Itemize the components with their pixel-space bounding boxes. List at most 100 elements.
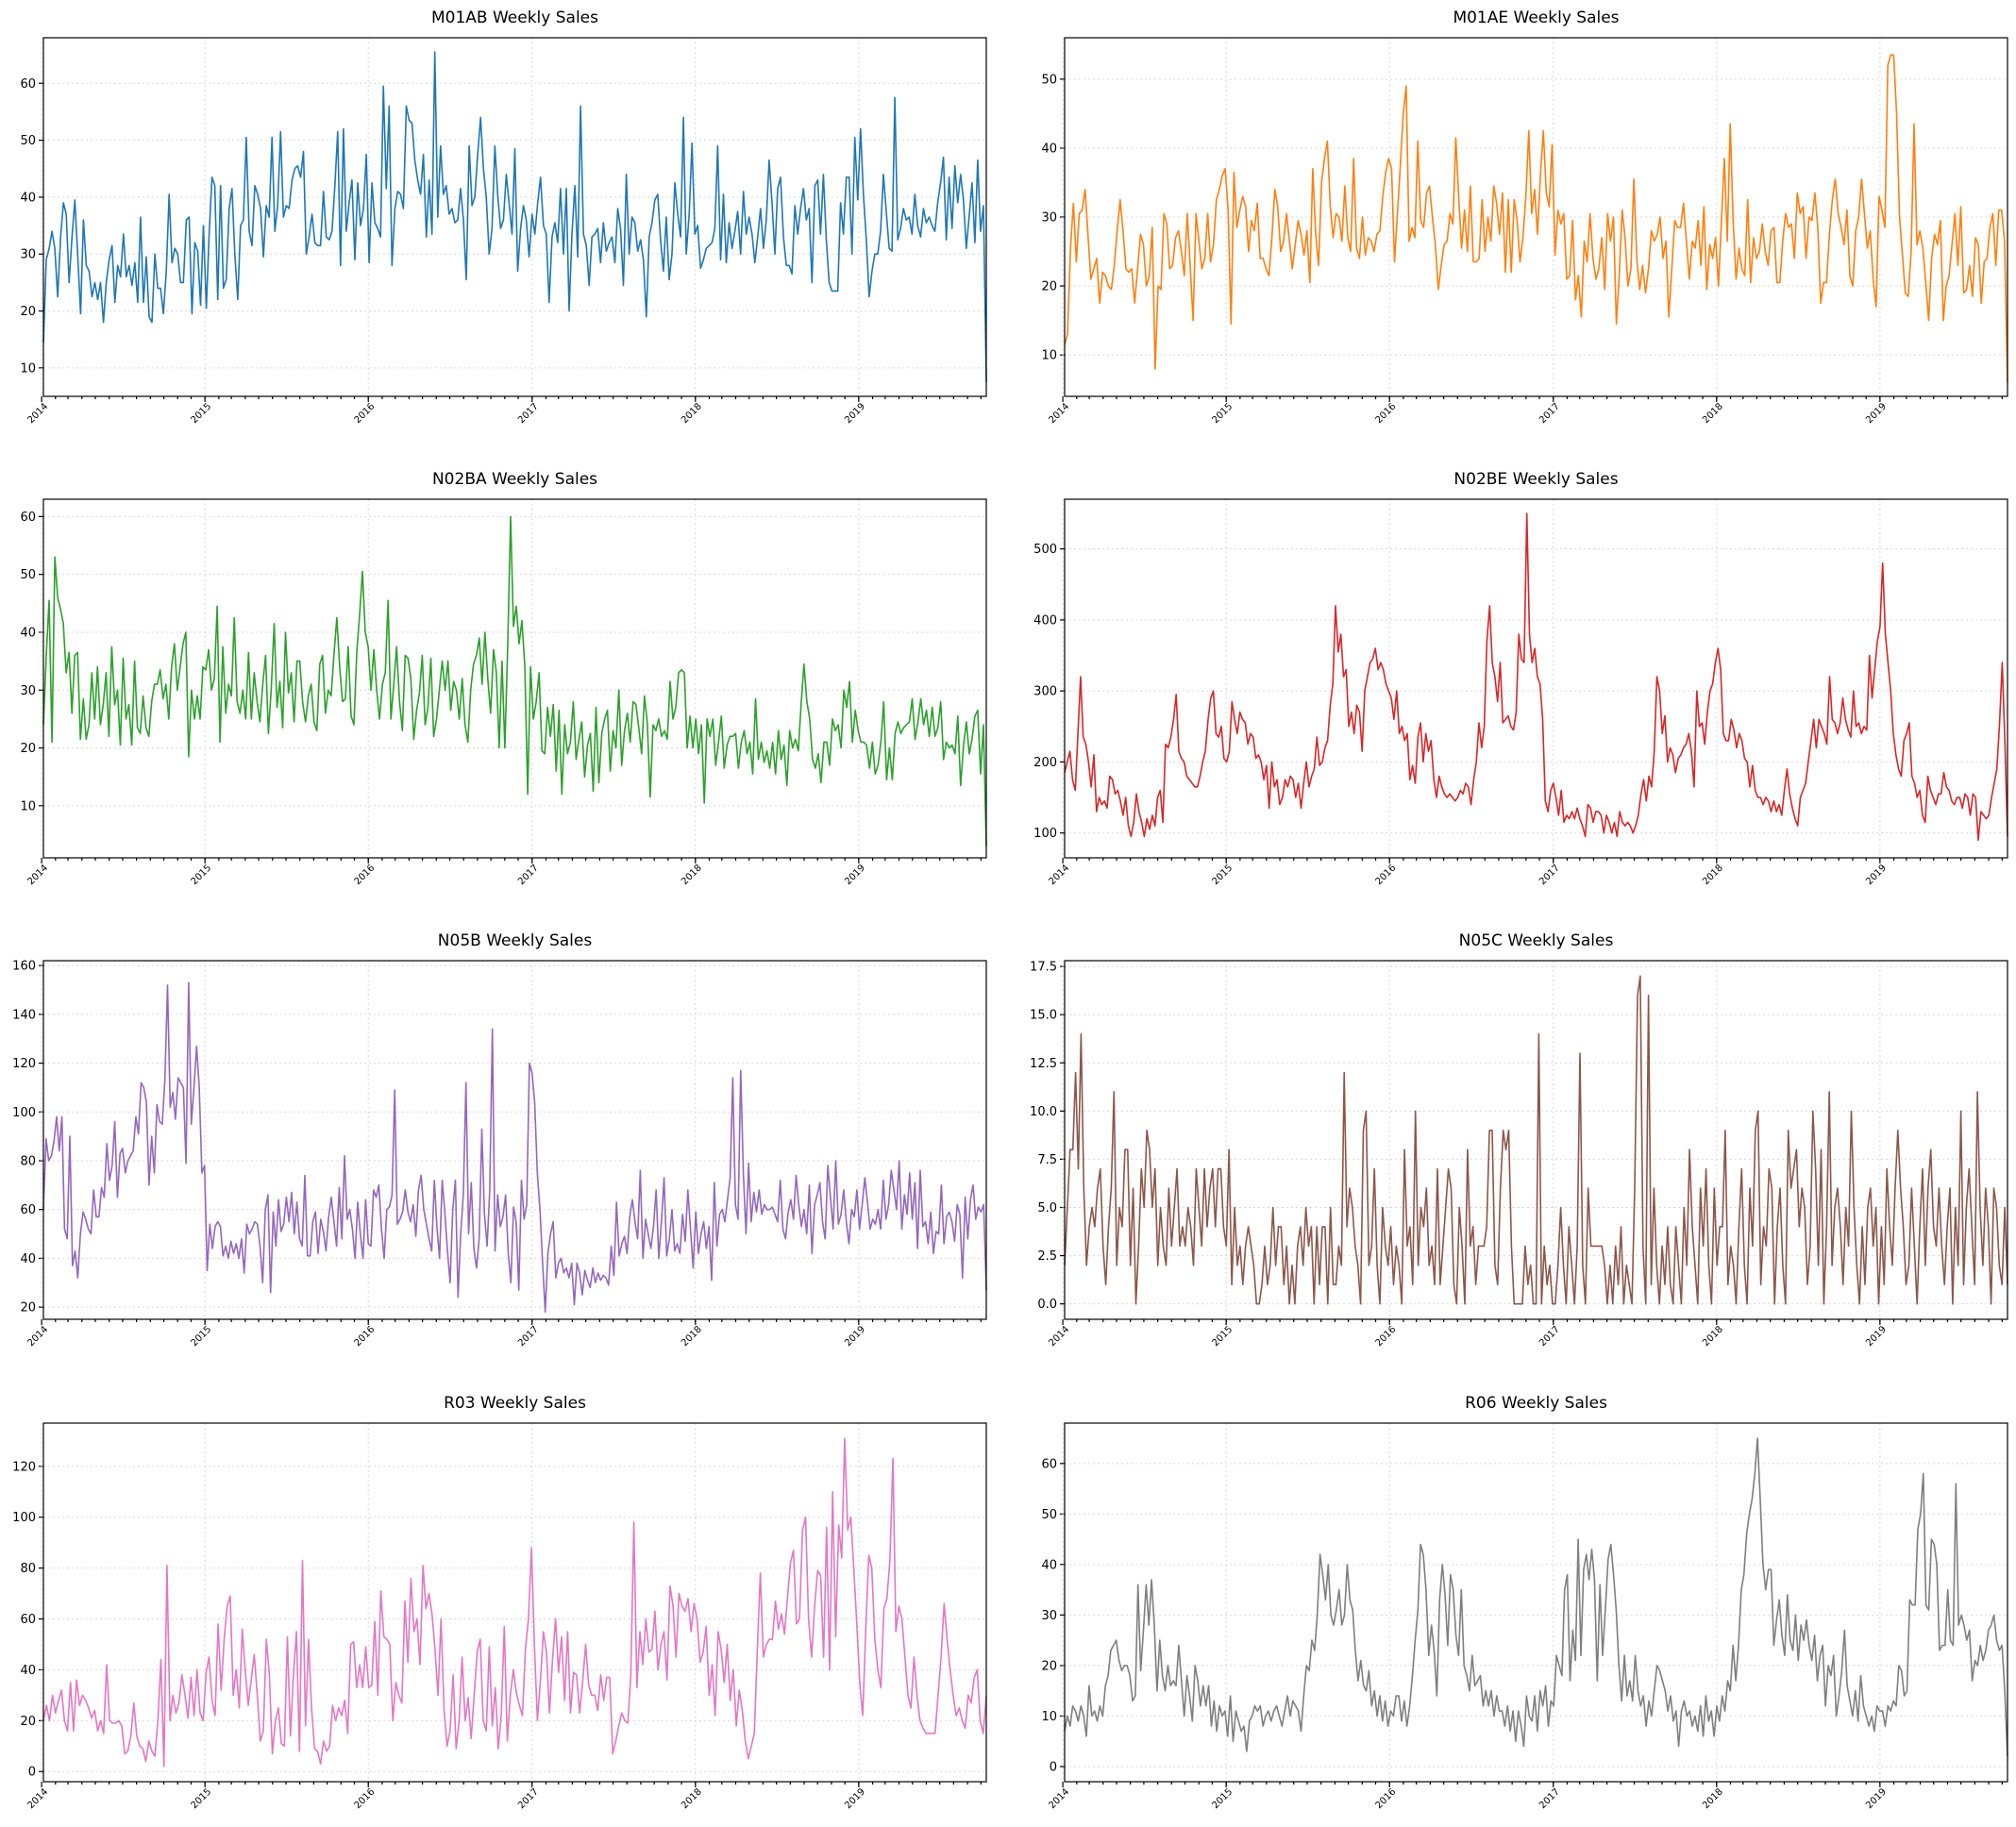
plot-frame bbox=[42, 1422, 987, 1783]
chart-panel-6: N05C Weekly Sales 0.0 2.5 5.0 7.5 10.0 12.5 15.… bbox=[1030, 931, 2008, 1349]
x-tick-label: 2014 bbox=[25, 1324, 50, 1349]
x-tick-label: 2016 bbox=[1374, 1786, 1399, 1811]
chart-title: M01AB Weekly Sales bbox=[431, 8, 598, 27]
y-tick-label: 30 bbox=[1041, 211, 1057, 226]
y-tick-label: 0.0 bbox=[1037, 1298, 1057, 1312]
y-tick-label: 400 bbox=[1033, 613, 1057, 628]
y-tick-label: 20 bbox=[1041, 1659, 1057, 1673]
chart-panel-1: M01AB Weekly Sales 10 20 30 40 50 60 2014 2015 20… bbox=[20, 8, 987, 426]
y-tick-label: 10 bbox=[1041, 349, 1057, 363]
plot-frame bbox=[1064, 1422, 2008, 1783]
x-tick-label: 2015 bbox=[1211, 1324, 1235, 1349]
plot-frame bbox=[1064, 37, 2008, 397]
x-tick-label: 2015 bbox=[190, 1786, 214, 1811]
y-tick-label: 17.5 bbox=[1030, 961, 1057, 975]
y-tick-label: 60 bbox=[20, 1203, 36, 1217]
plot-frame bbox=[42, 37, 987, 397]
x-tick-label: 2019 bbox=[1864, 1324, 1889, 1349]
x-tick-label: 2014 bbox=[25, 401, 50, 426]
plot-frame bbox=[42, 498, 987, 859]
y-tick-label: 200 bbox=[1033, 756, 1057, 770]
y-tick-label: 10 bbox=[1041, 1710, 1057, 1724]
series-line bbox=[42, 515, 987, 846]
y-tick-label: 300 bbox=[1033, 685, 1057, 699]
series-line bbox=[1064, 975, 2008, 1305]
chart-title: N02BA Weekly Sales bbox=[432, 470, 597, 489]
y-tick-label: 10.0 bbox=[1030, 1105, 1057, 1119]
x-tick-label: 2017 bbox=[516, 863, 541, 887]
x-tick-label: 2014 bbox=[25, 1786, 50, 1811]
y-tick-label: 50 bbox=[1041, 73, 1057, 87]
y-tick-label: 50 bbox=[20, 134, 36, 148]
x-tick-label: 2017 bbox=[516, 401, 541, 426]
x-tick-label: 2019 bbox=[1864, 863, 1889, 887]
x-tick-label: 2015 bbox=[190, 401, 214, 426]
chart-title: N05B Weekly Sales bbox=[438, 931, 593, 950]
chart-title: N05C Weekly Sales bbox=[1459, 931, 1614, 950]
x-tick-label: 2016 bbox=[1374, 401, 1399, 426]
x-tick-label: 2019 bbox=[1864, 1786, 1889, 1811]
y-tick-label: 30 bbox=[20, 248, 36, 262]
chart-title: N02BE Weekly Sales bbox=[1453, 470, 1618, 489]
series-line bbox=[1064, 512, 2008, 842]
y-tick-label: 40 bbox=[20, 626, 36, 640]
series-line bbox=[42, 981, 987, 1313]
x-tick-label: 2019 bbox=[843, 863, 867, 887]
y-tick-label: 10 bbox=[20, 361, 36, 376]
y-tick-label: 40 bbox=[20, 1252, 36, 1266]
x-tick-label: 2018 bbox=[680, 401, 704, 426]
chart-panel-7: R03 Weekly Sales 0 20 40 60 80 100 120 2014 2015 2… bbox=[12, 1394, 987, 1811]
x-tick-label: 2019 bbox=[843, 401, 867, 426]
y-tick-label: 100 bbox=[1033, 827, 1057, 841]
x-tick-label: 2015 bbox=[1211, 863, 1235, 887]
x-tick-label: 2016 bbox=[1374, 863, 1399, 887]
x-tick-label: 2016 bbox=[353, 1324, 378, 1349]
y-tick-label: 30 bbox=[20, 684, 36, 698]
y-tick-label: 160 bbox=[12, 960, 36, 974]
chart-title: R03 Weekly Sales bbox=[444, 1394, 586, 1413]
x-tick-label: 2018 bbox=[1701, 1786, 1725, 1811]
y-tick-label: 20 bbox=[20, 1715, 36, 1729]
series-line bbox=[1064, 1437, 2008, 1757]
x-tick-label: 2017 bbox=[1537, 863, 1562, 887]
x-tick-label: 2018 bbox=[680, 1324, 704, 1349]
x-tick-label: 2018 bbox=[1701, 1324, 1725, 1349]
y-tick-label: 2.5 bbox=[1037, 1249, 1057, 1264]
y-tick-label: 50 bbox=[1041, 1508, 1057, 1522]
x-tick-label: 2018 bbox=[680, 863, 704, 887]
y-tick-label: 7.5 bbox=[1037, 1153, 1057, 1167]
y-tick-label: 20 bbox=[20, 1301, 36, 1316]
y-tick-label: 80 bbox=[20, 1154, 36, 1168]
chart-title: M01AE Weekly Sales bbox=[1453, 8, 1619, 27]
y-tick-label: 12.5 bbox=[1030, 1057, 1057, 1071]
y-tick-label: 0 bbox=[1050, 1760, 1057, 1774]
y-tick-label: 500 bbox=[1033, 543, 1057, 557]
chart-panel-8: R06 Weekly Sales 0 10 20 30 40 50 60 2014 2015 201… bbox=[1041, 1394, 2008, 1811]
y-tick-label: 20 bbox=[20, 305, 36, 319]
x-tick-label: 2018 bbox=[1701, 863, 1725, 887]
y-tick-label: 15.0 bbox=[1030, 1009, 1057, 1023]
y-tick-label: 60 bbox=[1041, 1457, 1057, 1471]
y-tick-label: 10 bbox=[20, 799, 36, 813]
x-tick-label: 2015 bbox=[190, 863, 214, 887]
y-tick-label: 20 bbox=[20, 742, 36, 756]
y-tick-label: 80 bbox=[20, 1562, 36, 1576]
y-tick-label: 40 bbox=[1041, 142, 1057, 156]
chart-panel-2: M01AE Weekly Sales 10 20 30 40 50 2014 2015 2016… bbox=[1041, 8, 2008, 426]
y-tick-label: 100 bbox=[12, 1511, 36, 1525]
x-tick-label: 2018 bbox=[680, 1786, 704, 1811]
x-tick-label: 2018 bbox=[1701, 401, 1725, 426]
x-tick-label: 2019 bbox=[843, 1324, 867, 1349]
plot-frame bbox=[42, 960, 987, 1320]
plot-frame bbox=[1064, 498, 2008, 859]
x-tick-label: 2015 bbox=[190, 1324, 214, 1349]
x-tick-label: 2017 bbox=[1537, 401, 1562, 426]
y-tick-label: 60 bbox=[20, 1613, 36, 1627]
x-tick-label: 2019 bbox=[1864, 401, 1889, 426]
x-tick-label: 2014 bbox=[1047, 863, 1071, 887]
y-tick-label: 0 bbox=[28, 1766, 36, 1780]
x-tick-label: 2016 bbox=[353, 1786, 378, 1811]
y-tick-label: 50 bbox=[20, 568, 36, 582]
chart-title: R06 Weekly Sales bbox=[1465, 1394, 1607, 1413]
plot-frame bbox=[1064, 960, 2008, 1320]
